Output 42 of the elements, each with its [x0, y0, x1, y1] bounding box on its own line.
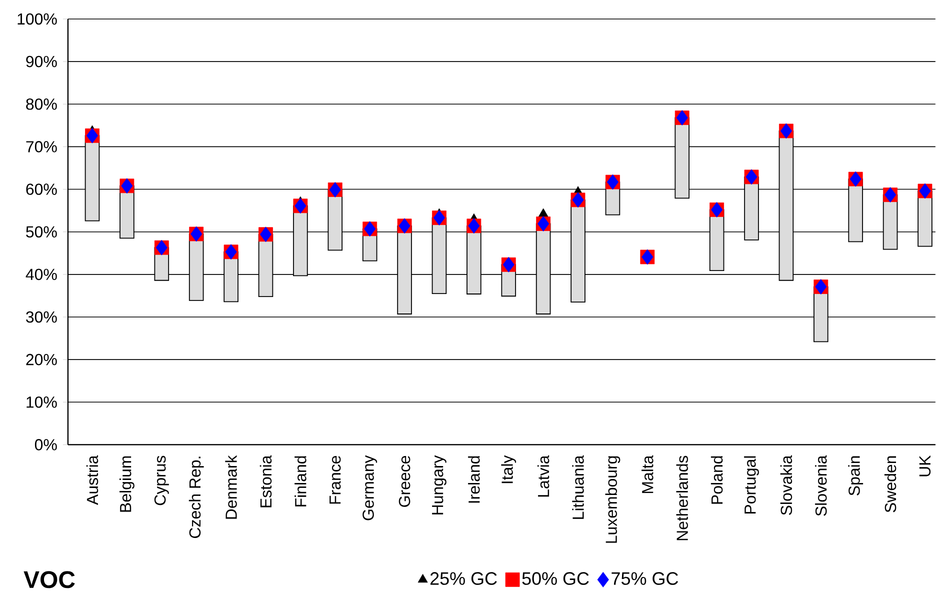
- x-tick-label: Hungary: [432, 455, 446, 515]
- y-tick-label: 100%: [18, 14, 57, 25]
- x-tick-label: France: [330, 456, 341, 504]
- x-tick-label: Spain: [848, 456, 864, 496]
- y-tick-label: 50%: [26, 226, 57, 238]
- y-tick-label: 70%: [26, 141, 57, 153]
- x-tick-label: Malta: [642, 455, 654, 494]
- legend-label: 25% GC: [430, 572, 497, 586]
- x-tick-label: Czech Rep.: [188, 456, 204, 538]
- x-tick-label: Greece: [398, 456, 410, 508]
- y-tick-label: 20%: [26, 354, 57, 366]
- x-tick-label: Germany: [362, 455, 378, 520]
- x-tick-label: Lithuania: [572, 455, 584, 520]
- y-tick-label: 60%: [26, 184, 57, 196]
- x-tick-label: Netherlands: [676, 456, 688, 540]
- y-tick-label: 90%: [26, 56, 57, 68]
- legend-label: 75% GC: [612, 572, 678, 586]
- y-tick-label: 40%: [26, 268, 57, 280]
- x-tick-label: Slovenia: [815, 455, 827, 516]
- x-tick-label: Denmark: [225, 455, 237, 519]
- x-tick-label: Italy: [501, 455, 516, 484]
- x-tick-label: UK: [919, 456, 931, 476]
- legend-label: 50% GC: [522, 572, 589, 586]
- text: VOC: [24, 571, 75, 588]
- x-tick-label: Luxembourg: [605, 456, 620, 543]
- y-tick-label: 30%: [26, 312, 57, 323]
- x-tick-label: Sweden: [884, 456, 896, 512]
- x-tick-label: Portugal: [744, 456, 759, 514]
- x-tick-label: Ireland: [468, 456, 480, 503]
- x-tick-label: Belgium: [120, 456, 134, 512]
- x-tick-label: Cyprus: [154, 456, 169, 506]
- x-tick-label: Slovakia: [780, 455, 792, 516]
- y-tick-label: 10%: [26, 396, 57, 408]
- x-tick-label: Latvia: [537, 455, 550, 497]
- bar: [674, 117, 690, 199]
- y-tick-label: 0%: [34, 439, 57, 451]
- x-tick-label: Finland: [294, 456, 306, 507]
- point: [538, 208, 548, 218]
- x-tick-label: Estonia: [260, 455, 272, 508]
- x-tick-label: Poland: [710, 456, 723, 504]
- y-tick-label: 80%: [26, 98, 57, 110]
- x-tick-label: Austria: [86, 455, 98, 506]
